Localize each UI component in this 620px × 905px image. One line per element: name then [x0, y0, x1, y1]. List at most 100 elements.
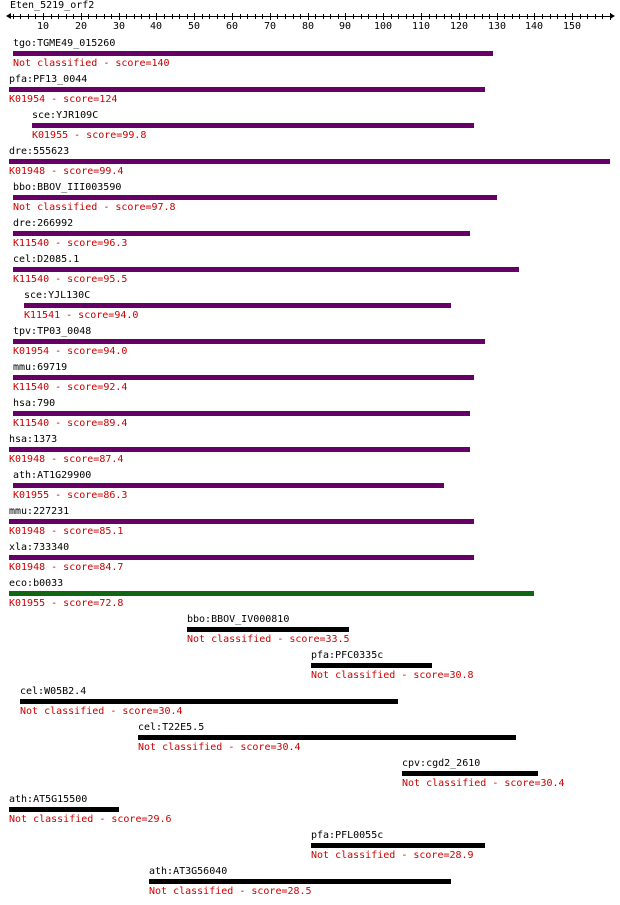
- hit-name[interactable]: cel:D2085.1: [13, 254, 80, 265]
- hit-alignment-bar[interactable]: [402, 771, 538, 776]
- ruler-tick: [134, 14, 135, 19]
- hit-name[interactable]: cel:T22E5.5: [138, 722, 205, 733]
- hit-name[interactable]: mmu:227231: [9, 506, 70, 517]
- hit-name[interactable]: pfa:PF13_0044: [9, 74, 88, 85]
- hit-score-label[interactable]: K11540 - score=95.5: [13, 274, 127, 286]
- hit-alignment-bar[interactable]: [32, 123, 474, 128]
- hit-alignment-bar[interactable]: [9, 159, 610, 164]
- hit-name[interactable]: ath:AT3G56040: [149, 866, 228, 877]
- hit-score-value: 30.4: [276, 742, 301, 753]
- hit-name[interactable]: cpv:cgd2_2610: [402, 758, 481, 769]
- hit-alignment-bar[interactable]: [13, 375, 474, 380]
- hit-name[interactable]: hsa:790: [13, 398, 56, 409]
- hit-name[interactable]: pfa:PFC0335c: [311, 650, 384, 661]
- hit-classification: K01955: [32, 130, 69, 141]
- hit-alignment-bar[interactable]: [149, 879, 451, 884]
- hit-alignment-bar[interactable]: [9, 87, 485, 92]
- hit-score-label[interactable]: K11541 - score=94.0: [24, 310, 138, 322]
- ruler-tick-label: 100: [373, 21, 393, 32]
- hit-name[interactable]: hsa:1373: [9, 434, 58, 445]
- ruler-tick: [376, 14, 377, 19]
- hit-score-label[interactable]: Not classified - score=29.6: [9, 814, 172, 826]
- ruler-tick: [580, 14, 581, 19]
- hit-classification: K01948: [9, 526, 46, 537]
- hit-alignment-bar[interactable]: [13, 411, 470, 416]
- hit-classification: Not classified: [138, 742, 223, 753]
- hit-score-label[interactable]: Not classified - score=30.4: [138, 742, 301, 754]
- hit-score-label[interactable]: Not classified - score=30.4: [402, 778, 565, 790]
- hit-alignment-bar[interactable]: [9, 807, 119, 812]
- hit-name[interactable]: sce:YJR109C: [32, 110, 99, 121]
- hit-name[interactable]: ath:AT1G29900: [13, 470, 92, 481]
- hit-alignment-bar[interactable]: [311, 663, 432, 668]
- hit-name[interactable]: cel:W05B2.4: [20, 686, 87, 697]
- score-separator: - score=: [93, 814, 148, 825]
- hit-alignment-bar[interactable]: [9, 555, 474, 560]
- ruler-tick: [482, 14, 483, 19]
- hit-alignment-bar[interactable]: [13, 339, 485, 344]
- hit-name[interactable]: eco:b0033: [9, 578, 64, 589]
- hit-name[interactable]: mmu:69719: [13, 362, 68, 373]
- hit-score-label[interactable]: K01948 - score=84.7: [9, 562, 123, 574]
- hit-alignment-bar[interactable]: [9, 447, 470, 452]
- hit-score-label[interactable]: Not classified - score=28.9: [311, 850, 474, 862]
- hit-alignment-bar[interactable]: [138, 735, 516, 740]
- hit-name[interactable]: tgo:TGME49_015260: [13, 38, 116, 49]
- hit-alignment-bar[interactable]: [24, 303, 451, 308]
- hit-score-label[interactable]: K11540 - score=92.4: [13, 382, 127, 394]
- hit-score-label[interactable]: Not classified - score=33.5: [187, 634, 350, 646]
- hit-name[interactable]: bbo:BBOV_IV000810: [187, 614, 290, 625]
- hit-name[interactable]: xla:733340: [9, 542, 70, 553]
- hit-name[interactable]: ath:AT5G15500: [9, 794, 88, 805]
- hit-score-label[interactable]: K01954 - score=94.0: [13, 346, 127, 358]
- hit-score-label[interactable]: Not classified - score=28.5: [149, 886, 312, 898]
- hit-score-label[interactable]: K01955 - score=72.8: [9, 598, 123, 610]
- hit-alignment-bar[interactable]: [20, 699, 398, 704]
- hit-alignment-bar[interactable]: [9, 591, 534, 596]
- hit-alignment-bar[interactable]: [13, 195, 497, 200]
- hit-alignment-bar[interactable]: [13, 51, 493, 56]
- ruler-tick: [489, 14, 490, 19]
- score-separator: - score=: [45, 562, 100, 573]
- hit-name[interactable]: sce:YJL130C: [24, 290, 91, 301]
- ruler-tick: [293, 14, 294, 19]
- score-separator: - score=: [233, 886, 288, 897]
- ruler-tick: [255, 14, 256, 19]
- hit-alignment-bar[interactable]: [187, 627, 349, 632]
- hit-name[interactable]: tpv:TP03_0048: [13, 326, 92, 337]
- hit-score-label[interactable]: Not classified - score=30.8: [311, 670, 474, 682]
- hit-score-label[interactable]: K01948 - score=85.1: [9, 526, 123, 538]
- hit-alignment-bar[interactable]: [13, 483, 444, 488]
- hit-alignment-bar[interactable]: [9, 519, 474, 524]
- ruler-tick: [398, 14, 399, 19]
- hit-classification: Not classified: [13, 58, 98, 69]
- ruler-tick: [35, 14, 36, 19]
- hit-score-label[interactable]: Not classified - score=140: [13, 58, 170, 70]
- hit-score-value: 94.0: [114, 310, 139, 321]
- hit-alignment-bar[interactable]: [13, 231, 470, 236]
- hit-score-label[interactable]: K01948 - score=87.4: [9, 454, 123, 466]
- hit-score-label[interactable]: K01948 - score=99.4: [9, 166, 123, 178]
- hit-score-label[interactable]: K01955 - score=86.3: [13, 490, 127, 502]
- hit-score-label[interactable]: K11540 - score=96.3: [13, 238, 127, 250]
- ruler-tick: [474, 14, 475, 19]
- ruler-tick: [315, 14, 316, 19]
- hit-classification: Not classified: [187, 634, 272, 645]
- ruler-tick-label: 70: [263, 21, 277, 32]
- hit-name[interactable]: dre:266992: [13, 218, 74, 229]
- score-separator: - score=: [60, 310, 115, 321]
- ruler-tick-label: 140: [524, 21, 544, 32]
- ruler-tick: [308, 13, 309, 20]
- hit-alignment-bar[interactable]: [13, 267, 519, 272]
- hit-name[interactable]: bbo:BBOV_III003590: [13, 182, 122, 193]
- hit-score-label[interactable]: K11540 - score=89.4: [13, 418, 127, 430]
- ruler-tick-label: 10: [36, 21, 50, 32]
- hit-name[interactable]: dre:555623: [9, 146, 70, 157]
- hit-score-label[interactable]: K01955 - score=99.8: [32, 130, 146, 142]
- hit-alignment-bar[interactable]: [311, 843, 485, 848]
- hit-score-label[interactable]: K01954 - score=124: [9, 94, 117, 106]
- hit-name[interactable]: pfa:PFL0055c: [311, 830, 384, 841]
- hit-score-label[interactable]: Not classified - score=97.8: [13, 202, 176, 214]
- ruler-tick: [247, 14, 248, 19]
- hit-score-label[interactable]: Not classified - score=30.4: [20, 706, 183, 718]
